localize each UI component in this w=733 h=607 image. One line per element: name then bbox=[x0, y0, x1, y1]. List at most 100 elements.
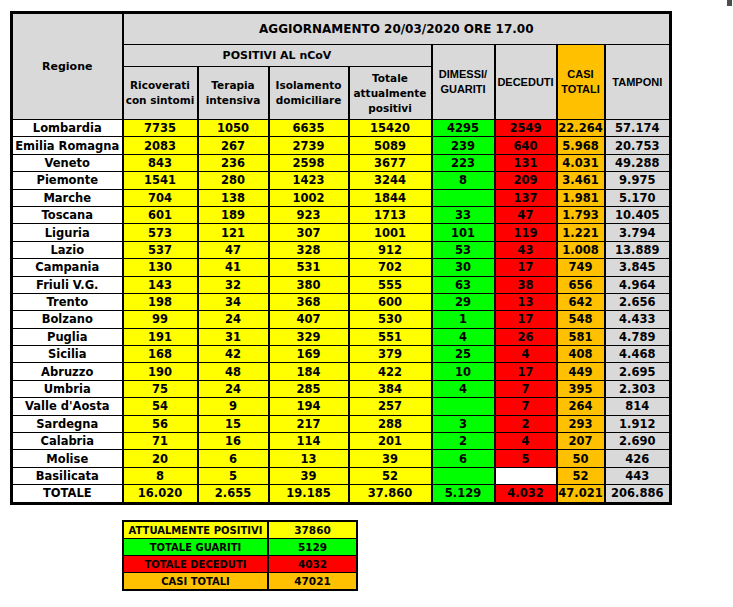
totale-attualmente-positivi-cell: 1001 bbox=[349, 224, 432, 241]
totale-attualmente-positivi-cell: 912 bbox=[349, 241, 432, 258]
dimessi-guariti-cell: 3 bbox=[432, 415, 495, 432]
summary-label: CASI TOTALI bbox=[123, 573, 268, 591]
total-row: TOTALE16.0202.65519.18537.8605.1294.0324… bbox=[12, 485, 671, 503]
deceduti-cell: 43 bbox=[495, 241, 557, 258]
table-row: Basilicata85395252443 bbox=[12, 467, 671, 484]
isolamento-domiciliare-cell: 1002 bbox=[269, 189, 349, 206]
terapia-intensiva-cell: 5 bbox=[198, 467, 269, 484]
terapia-intensiva-cell: 9 bbox=[198, 398, 269, 415]
totale-attualmente-positivi-cell: 1844 bbox=[349, 189, 432, 206]
casi-totali-cell: 749 bbox=[557, 259, 605, 276]
summary-value: 5129 bbox=[268, 539, 357, 556]
dimessi-guariti-cell: 1 bbox=[432, 311, 495, 328]
terapia-header: Terapia intensiva bbox=[198, 67, 269, 120]
table-row: Emilia Romagna2083267273950892396405.968… bbox=[12, 137, 671, 154]
table-row: Lazio5374732891253431.00813.889 bbox=[12, 241, 671, 258]
deceduti-cell: 2549 bbox=[495, 120, 557, 137]
dimessi-guariti-cell: 2 bbox=[432, 433, 495, 450]
ricoverati-con-sintomi-cell: 843 bbox=[123, 154, 198, 171]
region-cell: Lazio bbox=[12, 241, 123, 258]
totale-positivi-header: Totale attualmente positivi bbox=[349, 67, 432, 120]
terapia-intensiva-cell: 47 bbox=[198, 241, 269, 258]
dimessi-guariti-cell: 29 bbox=[432, 293, 495, 310]
terapia-intensiva-cell: 138 bbox=[198, 189, 269, 206]
table-title: AGGIORNAMENTO 20/03/2020 ORE 17.00 bbox=[123, 13, 671, 45]
region-cell: Piemonte bbox=[12, 172, 123, 189]
dimessi-guariti-cell bbox=[432, 189, 495, 206]
isolamento-domiciliare-cell: 328 bbox=[269, 241, 349, 258]
deceduti-cell: 209 bbox=[495, 172, 557, 189]
deceduti-cell bbox=[495, 467, 557, 484]
totale-attualmente-positivi-cell: 551 bbox=[349, 328, 432, 345]
summary-row: ATTUALMENTE POSITIVI37860 bbox=[123, 521, 357, 539]
tamponi-cell: 5.170 bbox=[605, 189, 671, 206]
dimessi-guariti-cell: 33 bbox=[432, 206, 495, 223]
totale-attualmente-positivi-cell: 52 bbox=[349, 467, 432, 484]
totale-attualmente-positivi-cell: 384 bbox=[349, 380, 432, 397]
ricoverati-con-sintomi-cell: 190 bbox=[123, 363, 198, 380]
tamponi-cell: 20.753 bbox=[605, 137, 671, 154]
casi-totali-cell: 408 bbox=[557, 346, 605, 363]
ricoverati-con-sintomi-cell: 573 bbox=[123, 224, 198, 241]
isolamento-domiciliare-cell: 407 bbox=[269, 311, 349, 328]
region-column-header: Regione bbox=[12, 13, 123, 120]
totale-attualmente-positivi-cell: 379 bbox=[349, 346, 432, 363]
summary-label: ATTUALMENTE POSITIVI bbox=[123, 521, 268, 539]
dimessi-guariti-cell: 30 bbox=[432, 259, 495, 276]
dimessi-guariti-cell: 4295 bbox=[432, 120, 495, 137]
casi-totali-cell: 656 bbox=[557, 276, 605, 293]
region-cell: Emilia Romagna bbox=[12, 137, 123, 154]
ricoverati-con-sintomi-cell: 75 bbox=[123, 380, 198, 397]
summary-value: 4032 bbox=[268, 556, 357, 573]
dimessi-guariti-cell bbox=[432, 467, 495, 484]
table-row: Umbria7524285384473952.303 bbox=[12, 380, 671, 397]
isolamento-domiciliare-cell: 6635 bbox=[269, 120, 349, 137]
dimessi-guariti-header: DIMESSI/ GUARITI bbox=[432, 45, 495, 120]
isolamento-domiciliare-cell: 169 bbox=[269, 346, 349, 363]
ricoverati-con-sintomi-cell: 71 bbox=[123, 433, 198, 450]
tamponi-cell: 4.433 bbox=[605, 311, 671, 328]
deceduti-cell: 7 bbox=[495, 380, 557, 397]
casi-totali-cell: 581 bbox=[557, 328, 605, 345]
dimessi-guariti-cell: 223 bbox=[432, 154, 495, 171]
summary-row: TOTALE GUARITI5129 bbox=[123, 539, 357, 556]
table-row: Toscana601189923171333471.79310.405 bbox=[12, 206, 671, 223]
casi-totali-cell: 293 bbox=[557, 415, 605, 432]
terapia-intensiva-cell: 48 bbox=[198, 363, 269, 380]
tamponi-cell: 2.690 bbox=[605, 433, 671, 450]
dimessi-guariti-cell: 101 bbox=[432, 224, 495, 241]
table-row: Molise20613396550426 bbox=[12, 450, 671, 467]
deceduti-cell: 38 bbox=[495, 276, 557, 293]
isolamento-domiciliare-cell: 285 bbox=[269, 380, 349, 397]
tamponi-cell: 9.975 bbox=[605, 172, 671, 189]
table-row: Abruzzo1904818442210174492.695 bbox=[12, 363, 671, 380]
table-row: Marche704138100218441371.9815.170 bbox=[12, 189, 671, 206]
ricoverati-con-sintomi-cell: 20 bbox=[123, 450, 198, 467]
deceduti-cell: 4.032 bbox=[495, 485, 557, 503]
table-body: Lombardia773510506635154204295254922.264… bbox=[12, 120, 671, 504]
table-row: Bolzano99244075301175484.433 bbox=[12, 311, 671, 328]
tamponi-cell: 3.794 bbox=[605, 224, 671, 241]
deceduti-header: DECEDUTI bbox=[495, 45, 557, 120]
terapia-intensiva-cell: 41 bbox=[198, 259, 269, 276]
table-row: Piemonte15412801423324482093.4619.975 bbox=[12, 172, 671, 189]
screen-artifact bbox=[727, 0, 732, 6]
isolamento-domiciliare-cell: 531 bbox=[269, 259, 349, 276]
table-row: Sicilia168421693792544084.468 bbox=[12, 346, 671, 363]
terapia-intensiva-cell: 15 bbox=[198, 415, 269, 432]
totale-attualmente-positivi-cell: 37.860 bbox=[349, 485, 432, 503]
dimessi-guariti-cell: 4 bbox=[432, 380, 495, 397]
table-row: Campania1304153170230177493.845 bbox=[12, 259, 671, 276]
tamponi-cell: 426 bbox=[605, 450, 671, 467]
casi-totali-cell: 395 bbox=[557, 380, 605, 397]
isolamento-domiciliare-cell: 217 bbox=[269, 415, 349, 432]
deceduti-cell: 2 bbox=[495, 415, 557, 432]
casi-totali-cell: 1.981 bbox=[557, 189, 605, 206]
totale-attualmente-positivi-cell: 288 bbox=[349, 415, 432, 432]
casi-totali-cell: 548 bbox=[557, 311, 605, 328]
dimessi-guariti-cell: 8 bbox=[432, 172, 495, 189]
region-cell: Basilicata bbox=[12, 467, 123, 484]
totale-attualmente-positivi-cell: 5089 bbox=[349, 137, 432, 154]
deceduti-cell: 13 bbox=[495, 293, 557, 310]
isolamento-domiciliare-cell: 380 bbox=[269, 276, 349, 293]
